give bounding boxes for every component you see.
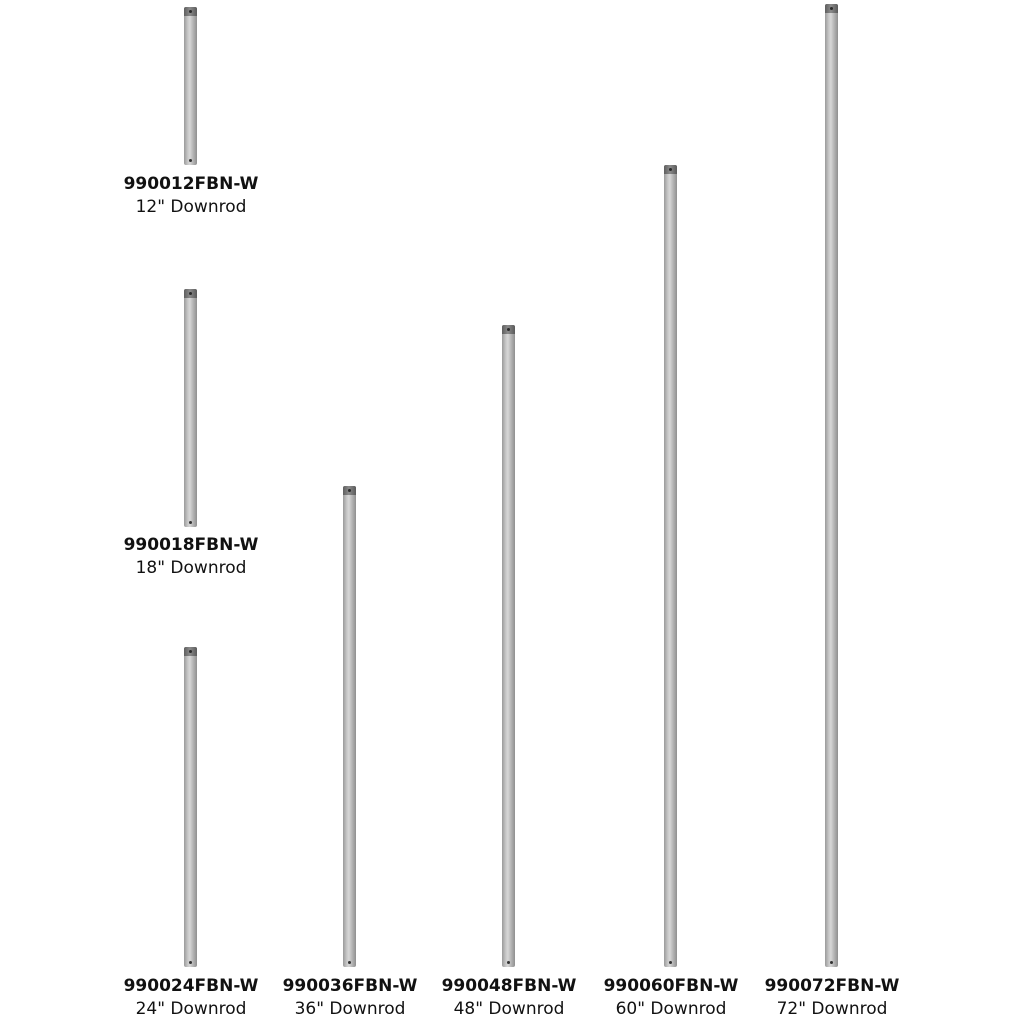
product-description: 24" Downrod [135,999,247,1019]
downrod-image [825,4,838,967]
rod-hole [830,961,833,964]
rod-cap [184,647,197,656]
downrod-image [502,325,515,967]
product-description: 60" Downrod [615,999,727,1019]
downrod-image [184,7,197,165]
rod-hole [669,961,672,964]
downrod-image [184,647,197,967]
rod-hole [189,521,192,524]
product-sku: 990048FBN-W [441,976,577,996]
product-sku: 990036FBN-W [282,976,418,996]
rod-hole [189,961,192,964]
rod-cap [184,289,197,298]
product-sku: 990024FBN-W [123,976,259,996]
product-sku: 990018FBN-W [123,535,259,555]
downrod-image [664,165,677,967]
product-description: 48" Downrod [453,999,565,1019]
product-description: 12" Downrod [135,197,247,217]
rod-cap [664,165,677,174]
product-sku: 990060FBN-W [603,976,739,996]
product-sku: 990012FBN-W [123,174,259,194]
downrod-image [184,289,197,527]
rod-cap [825,4,838,13]
rod-cap [184,7,197,16]
product-description: 72" Downrod [776,999,888,1019]
rod-hole [507,961,510,964]
rod-hole [189,159,192,162]
downrod-image [343,486,356,967]
product-description: 36" Downrod [294,999,406,1019]
rod-cap [502,325,515,334]
rod-cap [343,486,356,495]
product-sku: 990072FBN-W [764,976,900,996]
product-description: 18" Downrod [135,558,247,578]
rod-hole [348,961,351,964]
